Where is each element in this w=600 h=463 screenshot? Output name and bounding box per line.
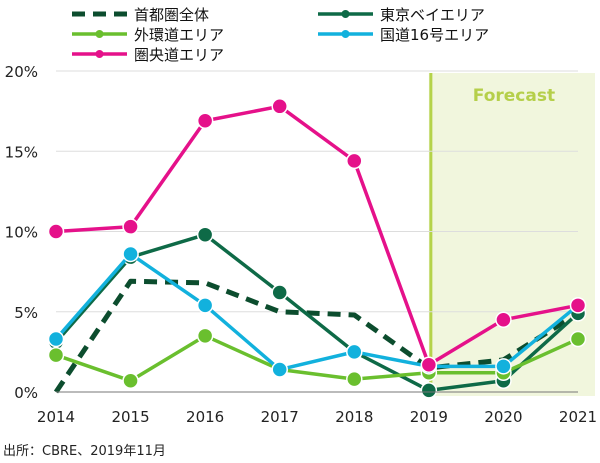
legend-label: 首都圏全体: [134, 6, 209, 24]
y-tick-label: 15%: [5, 143, 38, 161]
data-point: [47, 330, 65, 348]
series-line: [55, 104, 579, 367]
grid: [56, 70, 578, 313]
legend-label: 外環道エリア: [134, 26, 224, 44]
legend-item: 国道16号エリア: [318, 26, 489, 44]
legend-label: 圏央道エリア: [134, 46, 224, 64]
series-line: [54, 252, 580, 372]
data-point: [47, 223, 65, 240]
data-point: [346, 343, 363, 361]
data-point: [122, 372, 139, 390]
data-point: [122, 218, 139, 235]
legend-label: 東京ベイエリア: [380, 6, 485, 24]
data-point: [569, 297, 587, 314]
legend-label: 国道16号エリア: [380, 26, 489, 44]
y-tick-label: 0%: [14, 384, 38, 402]
data-point: [346, 370, 363, 388]
data-point: [569, 330, 587, 348]
x-tick-label: 2018: [335, 408, 373, 426]
data-point: [271, 361, 288, 378]
series-0: [53, 278, 580, 394]
series-4: [47, 98, 587, 373]
legend-marker: [95, 50, 104, 58]
data-point: [196, 297, 214, 314]
axes: 0% 5% 10% 15% 20% 2014 2015 2016 2017 2018 2019 202…: [5, 63, 597, 426]
series-line: [55, 334, 579, 383]
legend-item: 圏央道エリア: [72, 46, 224, 64]
data-point: [196, 112, 214, 130]
x-tick-label: 2021: [559, 408, 597, 426]
data-point: [420, 382, 438, 399]
data-point: [420, 356, 438, 373]
x-tick-label: 2015: [111, 408, 149, 426]
legend-item: 東京ベイエリア: [318, 6, 485, 24]
series-group: [47, 98, 587, 399]
x-tick-label: 2014: [37, 408, 75, 426]
data-point: [495, 358, 512, 375]
legend-marker: [341, 30, 350, 38]
series-line: [53, 278, 580, 394]
data-point: [495, 311, 512, 329]
data-point: [47, 346, 65, 364]
data-point: [346, 152, 363, 170]
x-tick-label: 2020: [484, 408, 522, 426]
legend-item: 首都圏全体: [72, 6, 209, 24]
x-tick-label: 2017: [261, 408, 299, 426]
y-tick-label: 20%: [5, 63, 38, 81]
y-tick-label: 5%: [14, 304, 38, 322]
data-point: [196, 327, 214, 345]
data-point: [271, 284, 288, 301]
series-line: [54, 232, 580, 393]
forecast-label: Forecast: [473, 86, 555, 106]
x-tick-label: 2019: [410, 408, 448, 426]
data-point: [196, 226, 214, 243]
legend-marker: [95, 30, 104, 38]
forecast-region: Forecast: [428, 73, 595, 396]
y-tick-label: 10%: [5, 224, 38, 242]
data-point: [122, 245, 139, 263]
x-tick-label: 2016: [186, 408, 224, 426]
legend-marker: [341, 10, 350, 18]
forecast-background: [428, 73, 595, 396]
legend-item: 外環道エリア: [72, 26, 224, 44]
source-note: 出所：CBRE、2019年11月: [3, 444, 166, 459]
data-point: [271, 98, 288, 115]
